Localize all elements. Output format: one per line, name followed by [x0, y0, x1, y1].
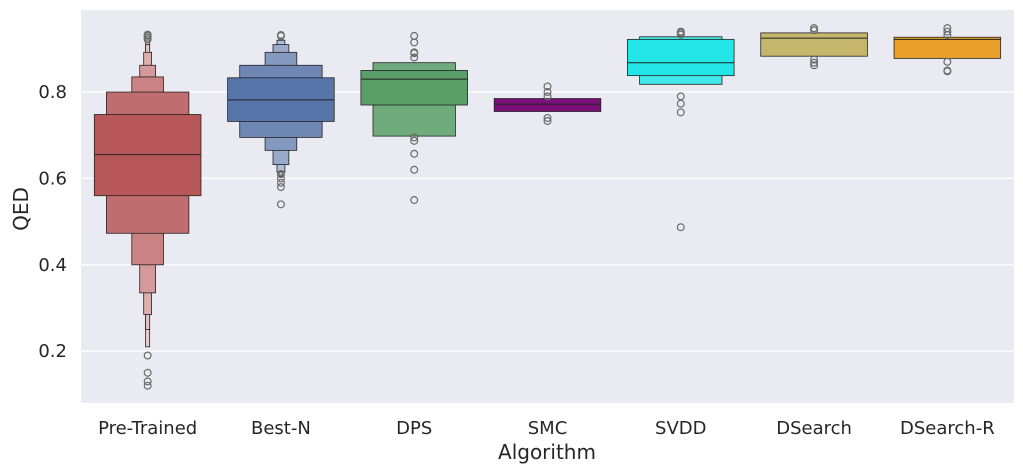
- outlier-point: [143, 368, 152, 377]
- outlier-point: [543, 116, 552, 125]
- outlier-point: [543, 82, 552, 91]
- outlier-point: [410, 53, 419, 62]
- boxen-5: [627, 27, 735, 232]
- outlier-point: [276, 200, 285, 209]
- outlier-point: [410, 149, 419, 158]
- outlier-point: [543, 88, 552, 97]
- y-tick-label: 0.2: [38, 341, 67, 362]
- chart-marks: [93, 24, 1002, 390]
- outlier-point: [543, 92, 552, 101]
- x-tick-label: SMC: [528, 418, 568, 439]
- boxen-1: [93, 30, 202, 390]
- outlier-point: [410, 31, 419, 40]
- outlier-point: [676, 99, 685, 108]
- outlier-point: [410, 133, 419, 142]
- x-tick-labels: Pre-Trained Best-N DPS SMC SVDD DSearch DSearc…: [98, 418, 995, 439]
- x-tick-label: DSearch-R: [900, 418, 995, 439]
- outlier-point: [543, 113, 552, 122]
- outlier-point: [143, 30, 152, 39]
- boxen-level: [893, 36, 1002, 59]
- plot-background: [81, 10, 1014, 403]
- boxen-level: [760, 32, 868, 57]
- outlier-point: [810, 58, 819, 67]
- outlier-point: [943, 24, 952, 33]
- boxen-level: [627, 38, 735, 77]
- x-tick-label: DPS: [396, 418, 432, 439]
- x-tick-label: DSearch: [776, 418, 852, 439]
- x-tick-label: SVDD: [655, 418, 706, 439]
- outlier-point: [943, 27, 952, 36]
- boxen-6: [760, 24, 868, 70]
- outlier-point: [810, 26, 819, 35]
- boxen-level: [360, 70, 468, 106]
- outlier-point: [676, 223, 685, 232]
- outlier-point: [810, 24, 819, 33]
- y-tick-label: 0.6: [38, 168, 67, 189]
- outlier-point: [676, 108, 685, 117]
- y-tick-labels: 0.2 0.4 0.6 0.8: [38, 82, 67, 362]
- boxen-2: [227, 31, 335, 209]
- y-tick-label: 0.4: [38, 255, 67, 276]
- boxen-level: [493, 98, 602, 112]
- outlier-point: [143, 351, 152, 360]
- x-tick-label: Best-N: [251, 418, 311, 439]
- outlier-point: [276, 170, 285, 179]
- x-tick-label: Pre-Trained: [98, 418, 197, 439]
- outlier-point: [410, 48, 419, 57]
- boxen-4: [493, 82, 602, 125]
- outlier-point: [143, 381, 152, 390]
- boxen-7: [893, 24, 1002, 76]
- outlier-point: [276, 174, 285, 183]
- outlier-point: [410, 165, 419, 174]
- outlier-point: [410, 196, 419, 205]
- y-axis-title: QED: [9, 187, 33, 231]
- outlier-point: [943, 57, 952, 66]
- outlier-point: [276, 178, 285, 187]
- outlier-point: [276, 31, 285, 40]
- outlier-point: [943, 67, 952, 76]
- outlier-point: [276, 183, 285, 192]
- outlier-point: [676, 27, 685, 36]
- y-tick-label: 0.8: [38, 82, 67, 103]
- boxen-3: [360, 31, 468, 205]
- outlier-point: [810, 55, 819, 64]
- outlier-point: [143, 377, 152, 386]
- x-axis-title: Algorithm: [498, 440, 596, 464]
- outlier-point: [410, 136, 419, 145]
- outlier-point: [810, 61, 819, 70]
